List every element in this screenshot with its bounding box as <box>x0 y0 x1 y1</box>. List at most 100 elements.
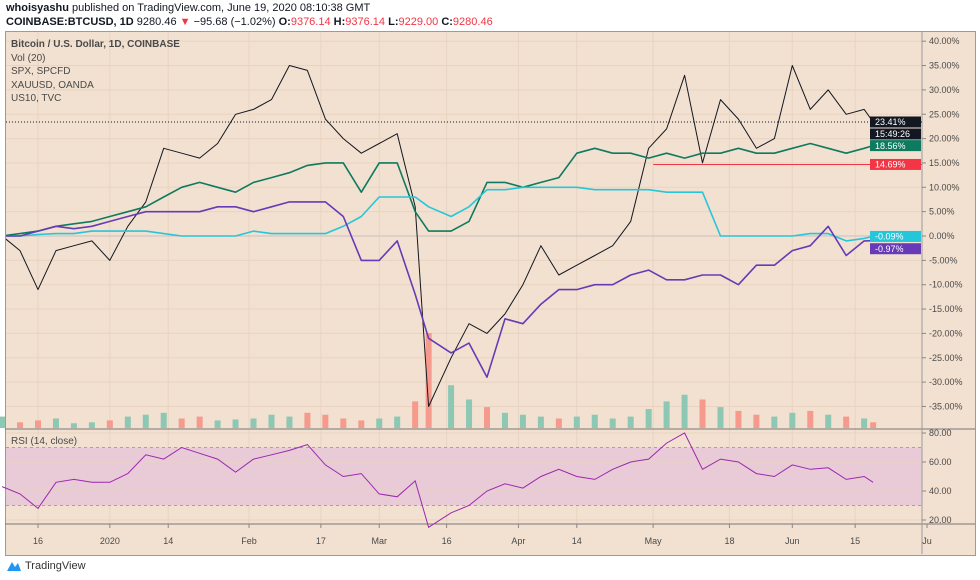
publish-text: published on TradingView.com, June 19, 2… <box>72 2 371 14</box>
series-line-spx <box>6 142 874 237</box>
volume-bar <box>88 422 95 428</box>
volume-bar <box>160 412 167 428</box>
xtick-label: 16 <box>33 536 43 546</box>
volume-bar <box>735 410 742 428</box>
symbol-info: COINBASE:BTCUSD, 1D 9280.46 ▼ −95.68 (−1… <box>6 16 493 28</box>
series-line-us10 <box>6 201 874 379</box>
rsi-ytick-label: 80.00 <box>929 428 952 438</box>
xtick-label: 16 <box>442 536 452 546</box>
volume-bar <box>448 385 455 428</box>
open-value: 9376.14 <box>290 16 331 28</box>
volume-bar <box>717 407 724 428</box>
volume-bar <box>142 414 149 428</box>
volume-bar <box>537 416 544 428</box>
countdown-label-bg <box>870 128 921 140</box>
last-value-label: 18.56% <box>875 141 906 151</box>
xtick-label: 15 <box>850 536 860 546</box>
publish-info: whoisyashu published on TradingView.com,… <box>6 2 370 14</box>
high-label: H: <box>333 16 346 28</box>
volume-bar <box>519 414 526 428</box>
volume-bar <box>232 419 239 428</box>
legend-item-btc[interactable]: Bitcoin / U.S. Dollar, 1D, COINBASE <box>11 39 180 50</box>
xtick-label: May <box>645 536 663 546</box>
last-value-label-bg <box>870 140 921 152</box>
volume-bar <box>681 394 688 428</box>
rsi-band <box>6 447 922 506</box>
ytick-label: 15.00% <box>929 158 960 168</box>
close-label: C: <box>441 16 453 28</box>
last-value-label-bg <box>870 243 921 255</box>
volume-bar <box>645 409 652 428</box>
rsi-title[interactable]: RSI (14, close) <box>11 436 78 447</box>
ytick-label: -35.00% <box>929 401 963 411</box>
volume-bar <box>466 399 473 428</box>
volume-bar <box>286 416 293 428</box>
rsi-ytick-label: 20.00 <box>929 515 952 525</box>
ytick-label: 10.00% <box>929 182 960 192</box>
legend: Bitcoin / U.S. Dollar, 1D, COINBASE Vol … <box>11 38 180 106</box>
legend-item-gold[interactable]: XAUUSD, OANDA <box>11 79 94 91</box>
volume-bar <box>376 418 383 428</box>
volume-bar <box>425 333 432 428</box>
last-value-label-bg <box>870 116 921 128</box>
ytick-label: 25.00% <box>929 109 960 119</box>
xtick-label: 14 <box>163 536 173 546</box>
last-value-label-bg <box>870 230 921 242</box>
xtick-label: Mar <box>371 536 387 546</box>
volume-bar <box>627 416 634 428</box>
series-group <box>6 65 874 407</box>
last-price: 9280.46 <box>136 16 177 28</box>
last-value-label: 23.41% <box>875 117 906 127</box>
ytick-label: 35.00% <box>929 61 960 71</box>
volume-bar <box>843 416 850 428</box>
volume-bar <box>322 414 329 428</box>
last-value-label: -0.09% <box>875 232 904 242</box>
ytick-label: -5.00% <box>929 255 958 265</box>
countdown-label: 15:49:26 <box>875 129 910 139</box>
series-line-gold <box>6 186 874 242</box>
low-value: 9229.00 <box>398 16 439 28</box>
legend-item-spx[interactable]: SPX, SPCFD <box>11 66 71 77</box>
rsi-line <box>1 432 874 529</box>
legend-item-volume[interactable]: Vol (20) <box>11 52 46 64</box>
rsi-ytick-label: 60.00 <box>929 457 952 467</box>
volume-bar <box>484 407 490 428</box>
volume-bar <box>861 418 868 428</box>
volume-bar <box>412 401 419 428</box>
ytick-label: 40.00% <box>929 36 960 46</box>
volume-bar <box>268 414 275 428</box>
legend-item-us10[interactable]: US10, TVC <box>11 93 62 104</box>
volume-bar <box>106 420 113 428</box>
volume-bar <box>394 416 401 428</box>
xtick-label: Feb <box>241 536 257 546</box>
volume-bar <box>699 399 706 428</box>
ytick-label: -30.00% <box>929 377 963 387</box>
ytick-label: -25.00% <box>929 353 963 363</box>
volume-bar <box>825 414 832 428</box>
price-line-label-bg <box>870 158 921 170</box>
ytick-label: 30.00% <box>929 85 960 95</box>
volume-bar <box>789 412 796 428</box>
brand-name: TradingView <box>25 560 86 572</box>
volume-bar <box>0 416 6 428</box>
tradingview-logo[interactable]: TradingView <box>6 560 86 572</box>
volume-bar <box>250 418 257 428</box>
xtick-label: Ju <box>922 536 932 546</box>
xtick-label: Jun <box>785 536 800 546</box>
ytick-label: -10.00% <box>929 280 963 290</box>
price-change: −95.68 (−1.02%) <box>193 16 276 28</box>
volume-bar <box>609 418 616 428</box>
volume-bar <box>573 416 580 428</box>
author-name[interactable]: whoisyashu <box>6 2 69 14</box>
ytick-label: 0.00% <box>929 231 955 241</box>
volume-bar <box>753 414 760 428</box>
volume-bar <box>555 418 562 428</box>
volume-bar <box>35 420 41 428</box>
volume-bar <box>358 420 365 428</box>
series-line-btc <box>6 65 874 407</box>
xtick-label: 17 <box>316 536 326 546</box>
volume-bar <box>304 412 311 428</box>
price-line-label: 14.69% <box>875 160 906 170</box>
volume-bar <box>771 416 778 428</box>
